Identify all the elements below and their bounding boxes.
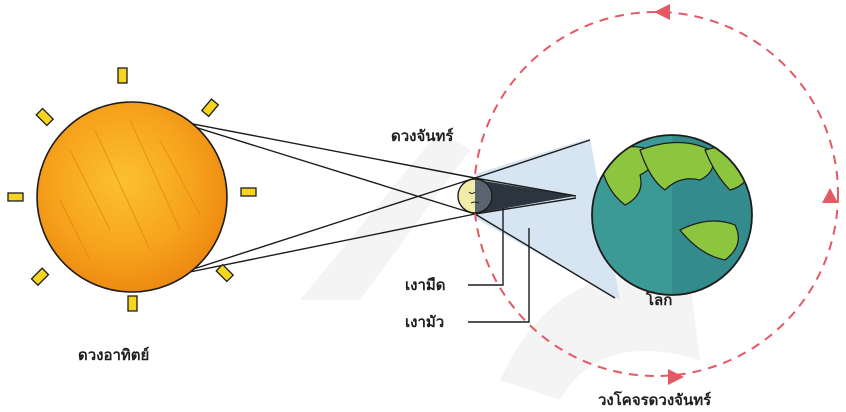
label-sun: ดวงอาทิตย์ (78, 346, 149, 364)
sun-rays (7, 67, 257, 312)
sun-texture (59, 119, 201, 261)
triangle-arrow-icon (668, 369, 684, 385)
watermark (300, 130, 700, 400)
label-moon-orbit: วงโคจรดวงจันทร์ (598, 390, 712, 409)
label-earth: โลก (645, 290, 672, 309)
triangle-arrow-icon (822, 188, 838, 203)
triangle-arrow-icon (654, 4, 670, 20)
penumbra-region (475, 138, 620, 300)
light-rays (171, 119, 616, 299)
earth (591, 134, 753, 296)
moon-orbit-path (473, 11, 839, 377)
label-moon: ดวงจันทร์ (391, 127, 454, 145)
label-penumbra: เงามัว (405, 313, 444, 331)
moon (457, 178, 493, 214)
label-umbra: เงามืด (405, 276, 446, 294)
callout-lines (468, 208, 530, 323)
sun (36, 101, 228, 293)
umbra-cone (478, 180, 575, 213)
